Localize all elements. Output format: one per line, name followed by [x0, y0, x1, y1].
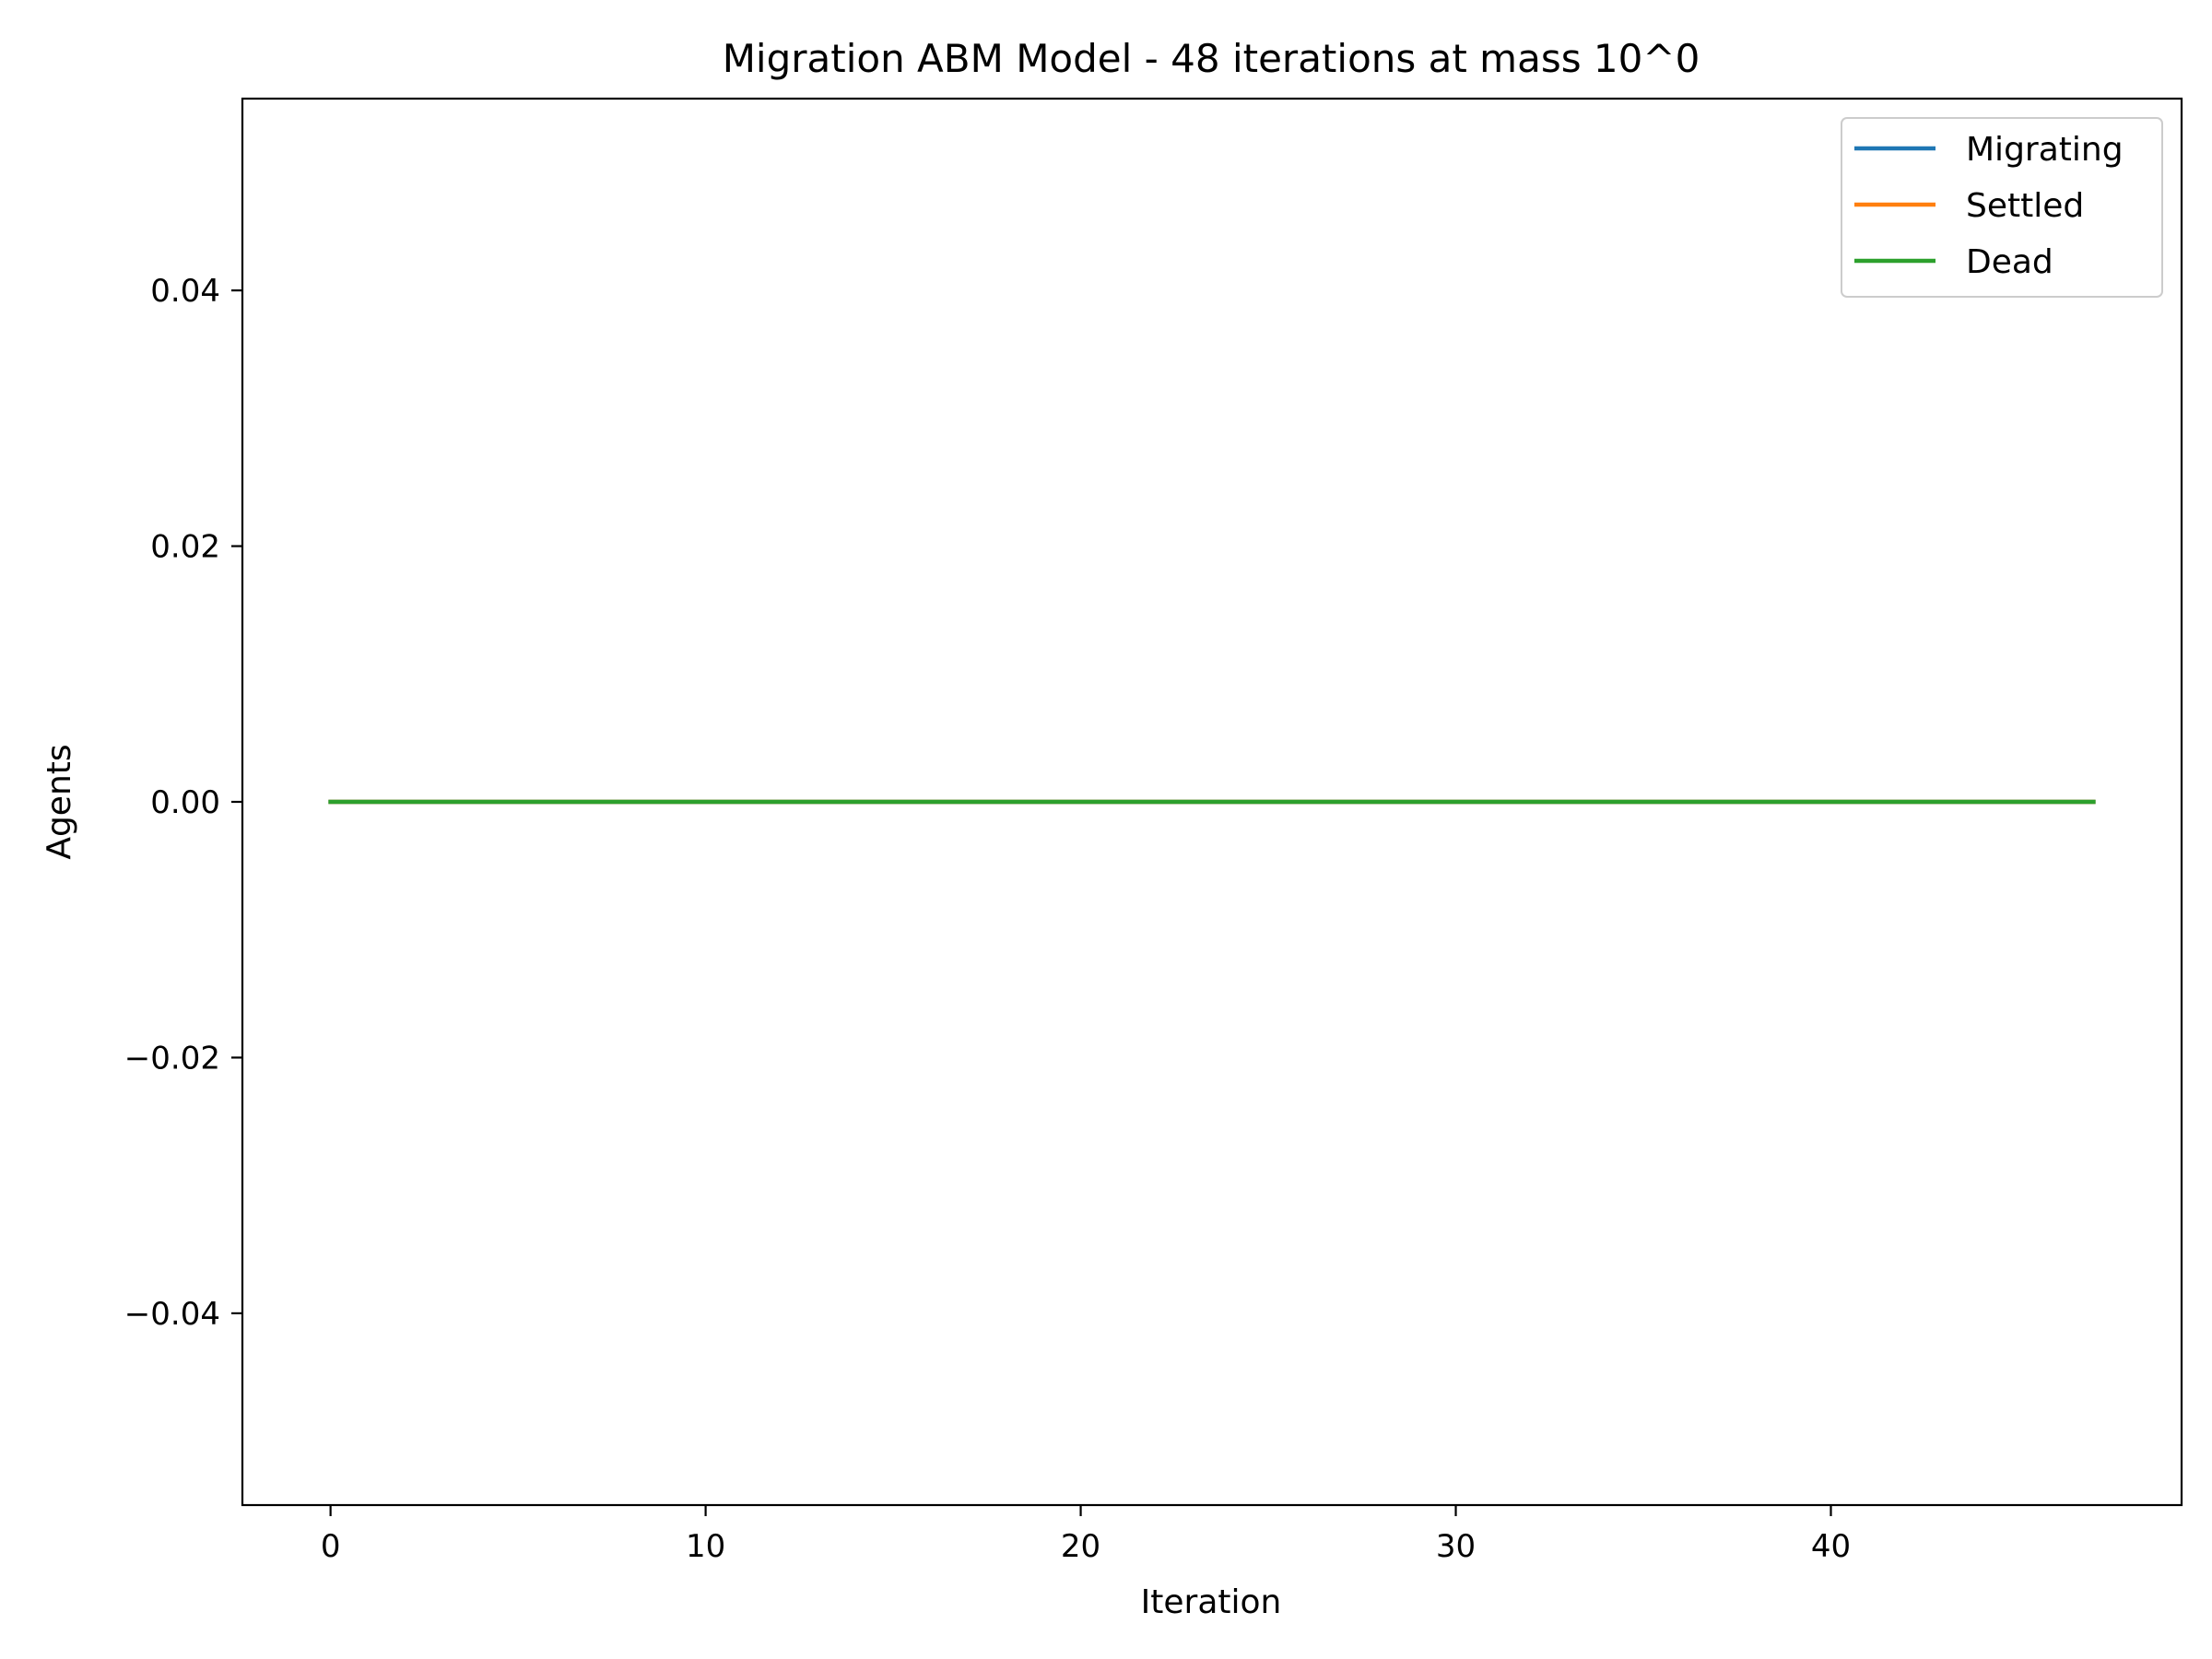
legend-entries: Migrating Settled Dead	[1854, 131, 2124, 281]
x-tick-label: 0	[321, 1528, 341, 1565]
legend: Migrating Settled Dead	[1841, 117, 2163, 298]
y-axis-label: Agents	[41, 744, 78, 859]
y-tick-label: −0.02	[124, 1040, 220, 1077]
y-tick-label: 0.00	[150, 784, 220, 821]
legend-label-migrating: Migrating	[1966, 131, 2124, 169]
x-tick-label: 20	[1061, 1528, 1100, 1565]
y-axis-ticks: 0.04 0.02 0.00 −0.02 −0.04	[124, 273, 242, 1333]
chart-title: Migration ABM Model - 48 iterations at m…	[723, 36, 1700, 81]
y-tick-label: −0.04	[124, 1296, 220, 1333]
legend-label-settled: Settled	[1966, 187, 2084, 225]
legend-label-dead: Dead	[1966, 243, 2053, 281]
x-axis-label: Iteration	[1141, 1583, 1282, 1621]
y-tick-label: 0.02	[150, 529, 220, 566]
x-tick-label: 30	[1436, 1528, 1476, 1565]
x-tick-label: 10	[686, 1528, 725, 1565]
y-tick-label: 0.04	[150, 273, 220, 310]
x-tick-label: 40	[1811, 1528, 1851, 1565]
x-axis-ticks: 0 10 20 30 40	[321, 1505, 1851, 1565]
legend-box	[1841, 117, 2163, 298]
